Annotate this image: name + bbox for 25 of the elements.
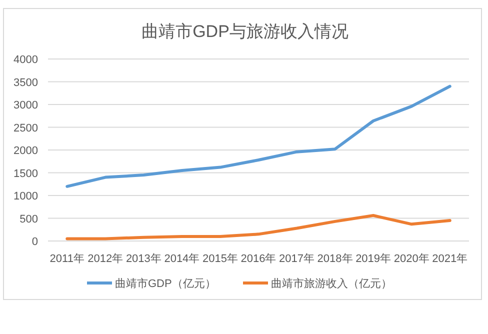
line-series [66,84,452,188]
x-tick-label: 2017年 [279,253,315,265]
y-tick-label: 3000 [14,100,38,112]
x-tick-label: 2015年 [202,253,238,265]
y-tick-label: 2500 [14,122,38,134]
y-tick-label: 0 [32,236,38,248]
y-tick-label: 1500 [14,168,38,180]
y-tick-label: 2000 [14,145,38,157]
line-series [66,214,452,240]
y-tick-label: 500 [20,213,38,226]
x-tick-label: 2011年 [50,253,84,265]
x-tick-label: 2020年 [394,253,430,265]
y-tick-label: 3500 [14,76,38,89]
x-tick-label: 2016年 [240,253,276,265]
x-tick-label: 2014年 [164,253,200,265]
x-tick-label: 2012年 [88,253,124,265]
x-tick-label: 2018年 [317,253,353,265]
y-tick-label: 1000 [14,190,38,202]
x-tick-label: 2013年 [126,253,162,265]
x-tick-label: 2021年 [432,253,468,265]
legend-label: 曲靖市GDP（亿元） [115,277,216,290]
x-tick-label: 2019年 [356,253,392,265]
y-tick-label: 4000 [14,54,38,66]
chart-title: 曲靖市GDP与旅游收入情况 [142,22,348,41]
legend-label: 曲靖市旅游收入（亿元） [271,277,392,290]
